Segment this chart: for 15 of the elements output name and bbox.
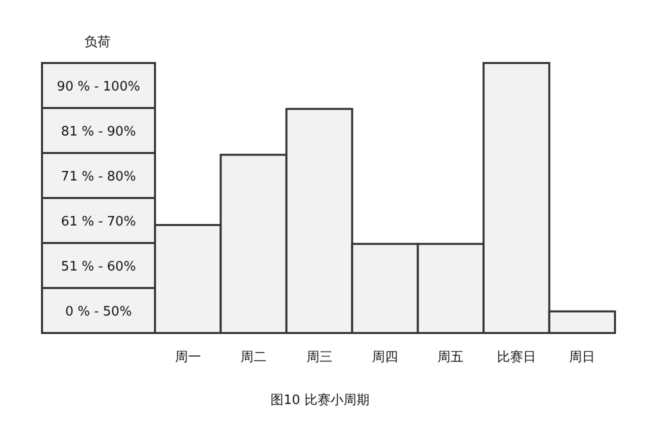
x-tick-label: 周五 <box>438 350 464 365</box>
text: 71 % - 80% <box>61 170 136 184</box>
x-tick-label: 周四 <box>372 350 398 365</box>
x-tick-label: 比赛日 <box>496 349 536 365</box>
x-tick-label: 周一 <box>174 350 201 365</box>
text: 81 % - 90% <box>61 124 136 140</box>
x-tick-label: 周三 <box>306 350 332 365</box>
text: 61 % - 70% <box>61 214 136 230</box>
text: 图10 比赛小周期 <box>270 392 370 408</box>
text: 90 % - 100% <box>56 80 140 94</box>
x-tick-label: 周日 <box>569 350 596 365</box>
text: 0 % - 50% <box>65 304 132 320</box>
text: 51 % - 60% <box>61 260 136 274</box>
x-tick-label: 周二 <box>240 350 267 365</box>
y-axis-title: 负荷 <box>84 35 110 50</box>
